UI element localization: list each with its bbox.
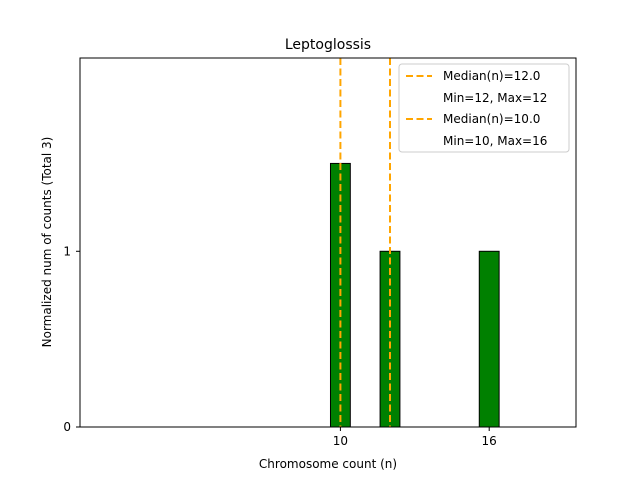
- ticks-layer: 10 16 0 1: [63, 244, 496, 448]
- plot-frame: [79, 57, 577, 428]
- y-tick-label: 0: [63, 420, 71, 434]
- legend-sublabel-0: Min=12, Max=12: [443, 91, 547, 105]
- x-tick-label: 16: [482, 434, 497, 448]
- legend-sublabel-1: Min=10, Max=16: [443, 134, 547, 148]
- median-lines-layer: [339, 58, 391, 427]
- legend-frame: [398, 63, 570, 153]
- legend: Median(n)=12.0 Min=12, Max=12 Median(n)=…: [398, 63, 570, 153]
- legend-label-1: Median(n)=10.0: [443, 112, 540, 126]
- legend-label-0: Median(n)=12.0: [443, 69, 540, 83]
- chart-title: Leptoglossis: [285, 37, 371, 53]
- x-axis-label: Chromosome count (n): [259, 457, 397, 471]
- x-tick-label: 10: [333, 434, 348, 448]
- bars-layer: [329, 162, 500, 428]
- y-tick-label: 1: [63, 244, 71, 258]
- bar-16: [478, 250, 500, 428]
- y-axis-label: Normalized num of counts (Total 3): [40, 137, 54, 348]
